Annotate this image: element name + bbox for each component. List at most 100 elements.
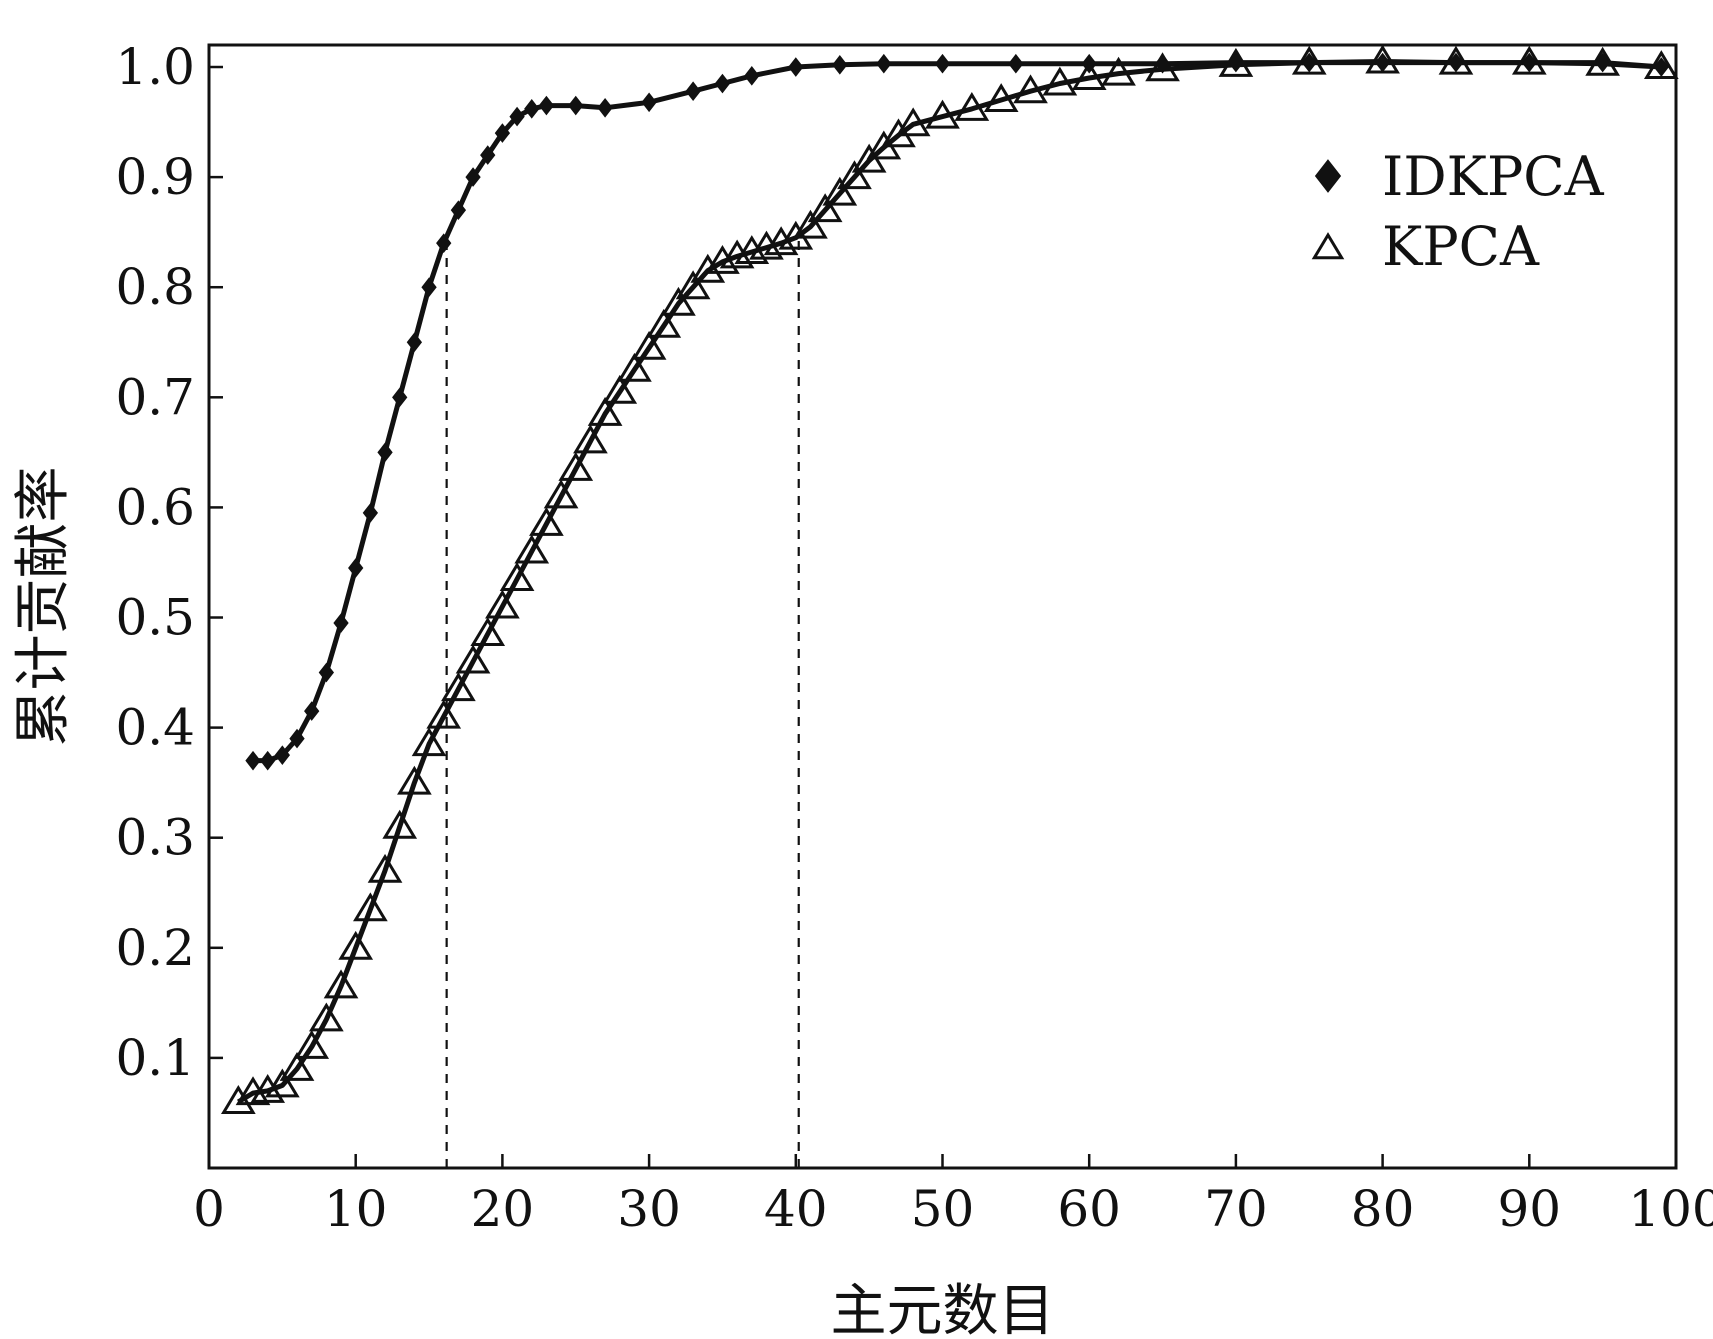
data-point-idkpca: [568, 95, 584, 116]
data-point-idkpca: [744, 66, 760, 86]
data-point-idkpca: [832, 55, 848, 75]
data-point-kpca: [309, 1002, 344, 1032]
data-point-kpca: [250, 1074, 286, 1103]
data-point-kpca: [646, 308, 682, 338]
data-point-idkpca: [524, 99, 540, 119]
data-point-kpca: [323, 969, 359, 999]
x-tick-label: 100: [1628, 1180, 1713, 1238]
data-point-idkpca: [597, 97, 613, 118]
data-point-kpca: [558, 451, 594, 481]
data-point-kpca: [220, 1085, 256, 1114]
data-point-kpca: [983, 83, 1019, 113]
data-point-kpca: [294, 1029, 330, 1059]
x-tick-label: 10: [324, 1180, 388, 1238]
data-point-kpca: [690, 253, 726, 283]
x-tick-label: 90: [1497, 1180, 1561, 1238]
data-point-kpca: [367, 853, 403, 883]
data-point-kpca: [837, 160, 872, 190]
data-point-idkpca: [538, 95, 555, 116]
marker-layer: [220, 44, 1679, 1114]
data-point-idkpca: [289, 728, 305, 749]
data-point-kpca: [631, 330, 667, 360]
data-point-kpca: [734, 235, 770, 264]
data-point-kpca: [1291, 45, 1327, 75]
data-point-kpca: [1145, 52, 1180, 82]
data-point-kpca: [793, 209, 828, 239]
data-point-idkpca: [641, 92, 657, 113]
data-point-idkpca: [480, 145, 496, 165]
data-point-kpca: [1218, 47, 1254, 77]
data-point-idkpca: [714, 73, 731, 94]
legend: IDKPCA KPCA: [1311, 145, 1605, 278]
y-tick-label: 0.3: [115, 809, 195, 867]
data-point-kpca: [455, 644, 491, 674]
data-point-idkpca: [494, 123, 511, 143]
data-point-idkpca: [509, 106, 525, 127]
data-point-kpca: [602, 374, 638, 404]
data-point-kpca: [1643, 50, 1679, 80]
y-tick-label: 0.2: [115, 919, 195, 977]
data-point-kpca: [1042, 66, 1078, 96]
data-point-kpca: [705, 244, 740, 274]
data-point-kpca: [426, 699, 462, 729]
data-point-idkpca: [450, 200, 467, 220]
data-point-idkpca: [377, 442, 393, 463]
data-point-kpca: [763, 226, 799, 256]
data-point-kpca: [499, 562, 535, 591]
data-point-idkpca: [788, 57, 804, 77]
data-point-kpca: [1511, 45, 1547, 75]
data-point-kpca: [441, 672, 476, 702]
data-point-kpca: [661, 286, 696, 316]
x-tick-label: 70: [1204, 1180, 1268, 1238]
x-tick-label: 80: [1351, 1180, 1415, 1238]
data-point-idkpca: [876, 53, 892, 74]
data-point-idkpca: [333, 613, 349, 633]
x-tick-label: 50: [911, 1180, 975, 1238]
data-point-kpca: [543, 479, 579, 509]
data-point-kpca: [1438, 45, 1474, 75]
data-point-kpca: [617, 352, 652, 382]
data-point-kpca: [1071, 61, 1107, 91]
data-point-idkpca: [260, 750, 276, 771]
data-point-kpca: [1585, 46, 1620, 76]
data-point-kpca: [587, 396, 623, 426]
legend-label-kpca: KPCA: [1382, 215, 1540, 278]
data-point-idkpca: [406, 332, 423, 353]
data-point-idkpca: [392, 387, 408, 408]
x-axis: 0 10 20 30 40 50 60 70 80 90 100: [193, 1154, 1713, 1238]
data-point-idkpca: [304, 701, 320, 721]
y-tick-label: 0.1: [115, 1029, 195, 1087]
data-point-kpca: [1013, 74, 1048, 104]
data-point-kpca: [675, 270, 711, 300]
data-point-kpca: [749, 230, 784, 260]
data-point-kpca: [485, 589, 520, 619]
data-point-kpca: [338, 930, 374, 960]
data-point-kpca: [925, 99, 960, 129]
x-tick-label: 40: [764, 1180, 828, 1238]
data-point-kpca: [807, 193, 843, 223]
data-point-kpca: [895, 107, 931, 137]
y-axis: 0.1 0.2 0.3 0.4 0.5 0.6 0.7 0.8 0.9 1.0: [115, 38, 223, 1087]
data-point-kpca: [382, 809, 418, 839]
data-point-idkpca: [934, 53, 951, 74]
data-point-kpca: [573, 424, 608, 454]
x-tick-label: 0: [193, 1180, 225, 1238]
data-point-idkpca: [1008, 53, 1024, 74]
y-tick-label: 0.7: [115, 368, 195, 426]
data-point-idkpca: [274, 745, 291, 765]
data-point-idkpca: [685, 81, 701, 102]
data-point-kpca: [822, 176, 858, 206]
y-tick-label: 0.6: [115, 478, 195, 536]
legend-label-idkpca: IDKPCA: [1382, 145, 1605, 208]
legend-marker-idkpca: [1314, 159, 1342, 193]
x-tick-label: 60: [1057, 1180, 1121, 1238]
data-point-kpca: [514, 534, 550, 564]
legend-marker-kpca: [1311, 232, 1345, 260]
y-axis-title: 累计贡献率: [11, 467, 76, 747]
data-point-kpca: [470, 617, 506, 647]
data-point-idkpca: [362, 503, 379, 523]
y-tick-label: 0.4: [115, 699, 195, 757]
data-point-kpca: [411, 727, 447, 757]
